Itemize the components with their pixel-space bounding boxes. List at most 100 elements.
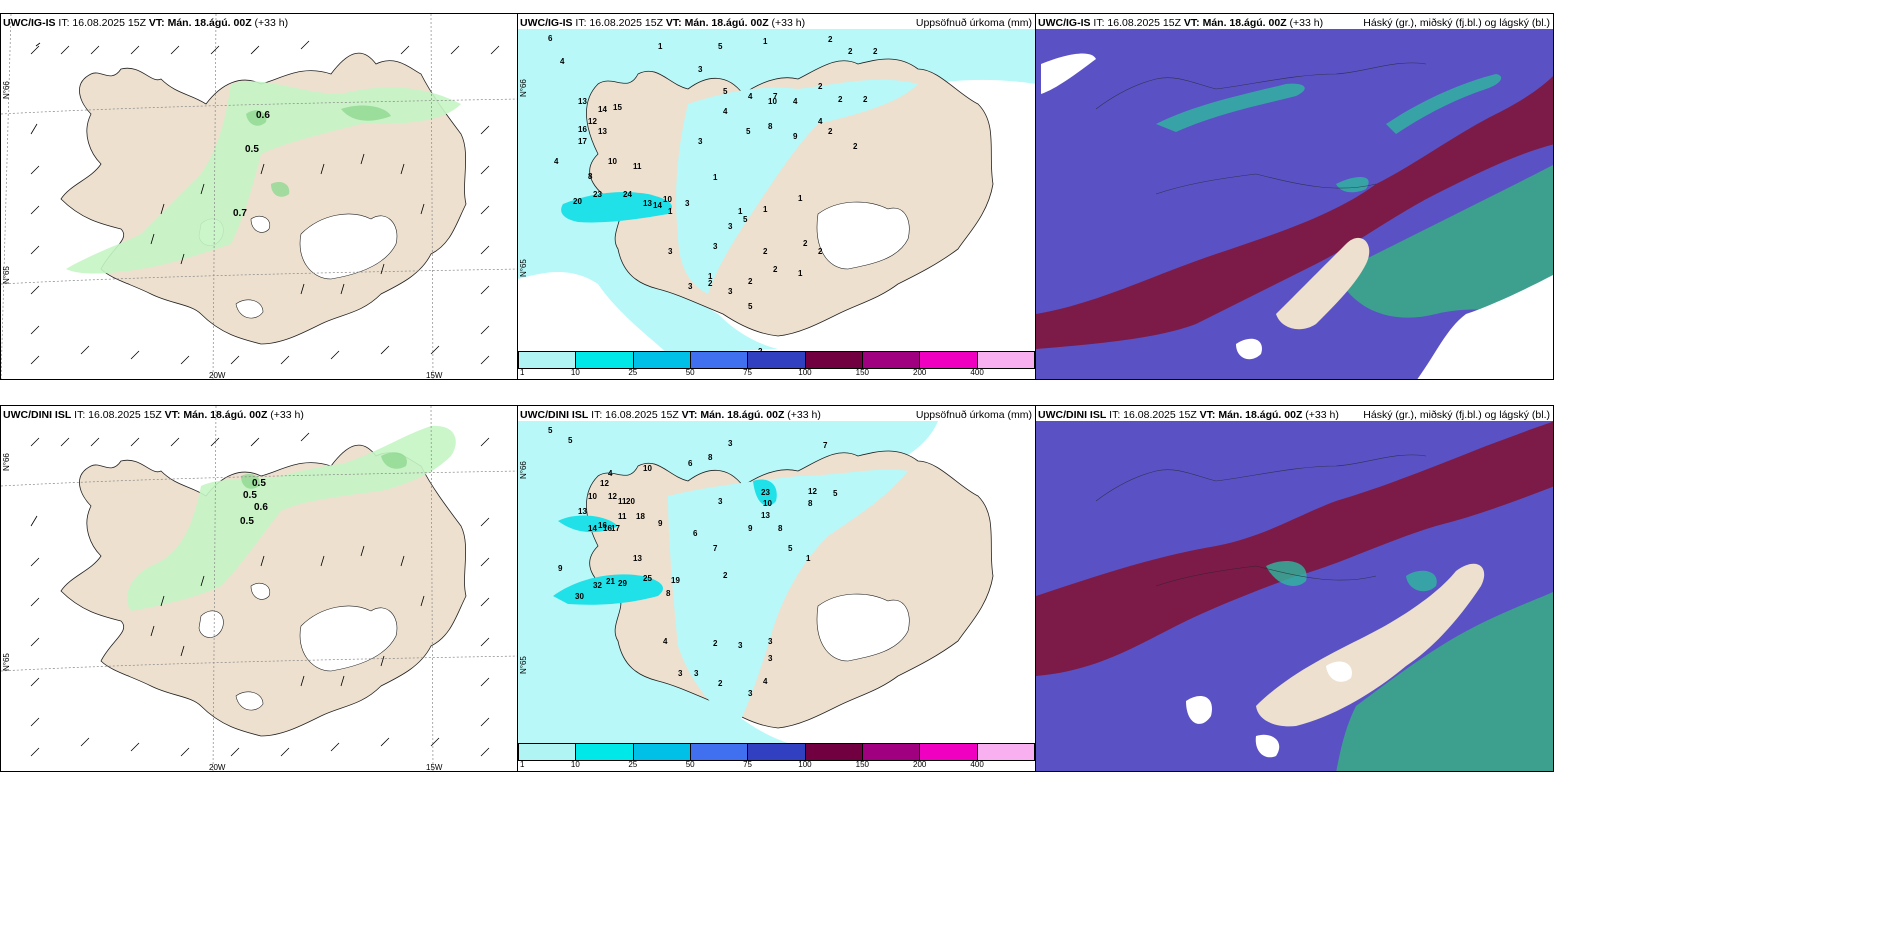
mid-cloud-band <box>1336 591 1553 771</box>
glacier <box>816 593 910 662</box>
land-visible <box>1276 237 1370 330</box>
svg-text:19: 19 <box>671 576 680 585</box>
svg-text:8: 8 <box>666 589 671 598</box>
svg-text:10: 10 <box>763 499 772 508</box>
svg-text:10: 10 <box>608 157 617 166</box>
svg-text:3: 3 <box>768 637 773 646</box>
svg-text:32: 32 <box>593 581 602 590</box>
svg-text:5: 5 <box>833 489 838 498</box>
svg-text:17: 17 <box>578 137 587 146</box>
svg-text:9: 9 <box>793 132 798 141</box>
svg-text:2: 2 <box>873 47 878 56</box>
svg-text:2: 2 <box>718 679 723 688</box>
lon-label: 20W <box>209 763 226 772</box>
svg-text:2: 2 <box>838 95 843 104</box>
panel-title: Háský (gr.), miðský (fj.bl.) og lágský (… <box>1363 409 1550 421</box>
svg-text:1: 1 <box>658 42 663 51</box>
glacier-myrdals <box>235 691 264 711</box>
wind-value: 0.6 <box>254 502 268 513</box>
panel-header: UWC/DINI ISL IT: 16.08.2025 15Z VT: Mán.… <box>520 409 821 421</box>
precip-over-land <box>676 79 918 294</box>
svg-text:12: 12 <box>808 487 817 496</box>
svg-text:2: 2 <box>713 639 718 648</box>
svg-text:8: 8 <box>768 122 773 131</box>
svg-text:2: 2 <box>828 127 833 136</box>
svg-text:4: 4 <box>663 637 668 646</box>
colorbar-swatches <box>518 743 1035 761</box>
svg-text:3: 3 <box>728 287 733 296</box>
svg-text:11: 11 <box>618 497 627 506</box>
svg-text:1: 1 <box>738 207 743 216</box>
svg-text:4: 4 <box>560 57 565 66</box>
svg-text:3: 3 <box>698 137 703 146</box>
glacier <box>816 201 910 270</box>
panel-header: UWC/DINI ISL IT: 16.08.2025 15Z VT: Mán.… <box>1038 409 1339 421</box>
svg-text:9: 9 <box>558 564 563 573</box>
wind-map: 0.5 0.5 0.6 0.5 20W 15W N°66 N°65 <box>1 406 517 772</box>
lon-label: 15W <box>426 371 443 380</box>
svg-text:3: 3 <box>668 247 673 256</box>
lat-label: N°66 <box>2 81 11 99</box>
wind-map: 0.6 0.5 0.7 20W 15W N°66 N°65 <box>1 14 517 380</box>
panel-header: UWC/DINI ISL IT: 16.08.2025 15Z VT: Mán.… <box>3 409 304 421</box>
svg-text:5: 5 <box>723 87 728 96</box>
precip-values: 5 5 4 6 8 10 7 3 10 12 13 11 16 17 20 11… <box>548 426 838 698</box>
wind-barbs <box>30 40 500 365</box>
svg-text:9: 9 <box>748 524 753 533</box>
precip-colorbar: 1 10 25 50 75 100 150 200 400 <box>518 743 1035 771</box>
svg-text:10: 10 <box>588 492 597 501</box>
svg-text:1: 1 <box>668 207 673 216</box>
svg-text:2: 2 <box>863 95 868 104</box>
svg-text:13: 13 <box>578 97 587 106</box>
svg-text:20: 20 <box>626 497 635 506</box>
svg-text:5: 5 <box>548 426 553 435</box>
lat-label: N°66 <box>2 453 11 471</box>
svg-text:1: 1 <box>763 205 768 214</box>
cloud-panel-igis: UWC/IG-IS IT: 16.08.2025 15Z VT: Mán. 18… <box>1035 13 1554 380</box>
graticule <box>1 406 517 771</box>
svg-text:2: 2 <box>748 277 753 286</box>
svg-text:12: 12 <box>588 117 597 126</box>
svg-text:4: 4 <box>793 97 798 106</box>
svg-text:8: 8 <box>708 453 713 462</box>
coastline <box>1095 454 1427 587</box>
svg-text:2: 2 <box>818 82 823 91</box>
svg-text:20: 20 <box>573 197 582 206</box>
svg-text:8: 8 <box>808 499 813 508</box>
svg-text:7: 7 <box>773 92 778 101</box>
svg-text:2: 2 <box>818 247 823 256</box>
svg-text:2: 2 <box>773 265 778 274</box>
svg-text:2: 2 <box>758 347 763 354</box>
glacier-hofsjokull <box>250 215 271 233</box>
precip-colorbar: 1 10 25 50 75 100 150 200 400 <box>518 351 1035 379</box>
low-cloud-band <box>1036 421 1553 676</box>
svg-text:4: 4 <box>748 92 753 101</box>
svg-text:25: 25 <box>643 574 652 583</box>
svg-text:15: 15 <box>613 103 622 112</box>
svg-text:16: 16 <box>598 521 607 530</box>
svg-text:5: 5 <box>718 42 723 51</box>
cloud-map <box>1036 29 1553 379</box>
svg-text:5: 5 <box>788 544 793 553</box>
svg-text:2: 2 <box>853 142 858 151</box>
precip-values: 6 4 4 1 1 2 2 2 5 3 14 15 13 12 16 17 13… <box>548 34 878 354</box>
svg-text:1: 1 <box>798 194 803 203</box>
lat-label: N°66 <box>519 79 528 97</box>
coastline <box>1095 62 1427 195</box>
svg-text:13: 13 <box>643 199 652 208</box>
svg-text:2: 2 <box>848 47 853 56</box>
svg-text:10: 10 <box>643 464 652 473</box>
svg-text:1: 1 <box>708 272 713 281</box>
colorbar-labels: 1 10 25 50 75 100 150 200 400 <box>520 760 984 769</box>
lon-label: 15W <box>426 763 443 772</box>
svg-text:18: 18 <box>636 512 645 521</box>
wind-value: 0.6 <box>256 110 270 121</box>
svg-text:5: 5 <box>568 436 573 445</box>
svg-text:11: 11 <box>633 162 642 171</box>
lat-label: N°65 <box>2 266 11 284</box>
precip-panel-dini: UWC/DINI ISL IT: 16.08.2025 15Z VT: Mán.… <box>517 405 1036 772</box>
svg-text:3: 3 <box>718 497 723 506</box>
glacier-myrdals <box>235 299 264 319</box>
wind-barbs <box>30 432 490 757</box>
panel-header: UWC/IG-IS IT: 16.08.2025 15Z VT: Mán. 18… <box>1038 17 1324 29</box>
